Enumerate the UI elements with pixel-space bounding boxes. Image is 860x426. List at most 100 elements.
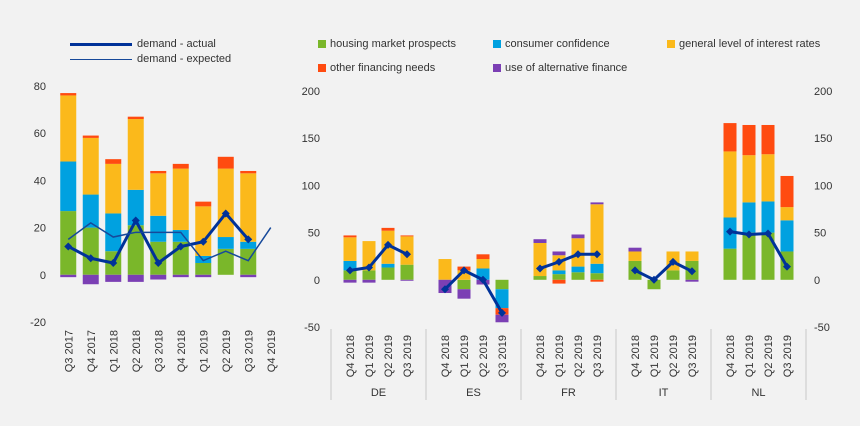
y-tick-label-left: 60 <box>34 128 46 140</box>
legend-other-label: other financing needs <box>330 62 436 74</box>
bar-segment-housing <box>82 227 99 275</box>
legend-demand-actual: demand - actual <box>70 38 216 50</box>
legend-alternative: use of alternative finance <box>493 62 627 74</box>
x-tick-label-right: Q3 2019 <box>402 335 414 377</box>
x-tick-label-right: Q1 2019 <box>554 335 566 377</box>
bar-segment-other <box>240 170 257 174</box>
marker-actual <box>154 259 163 267</box>
marker-actual <box>176 242 185 251</box>
bar-segment-other <box>761 124 775 155</box>
marker-actual <box>384 240 392 249</box>
bar-segment-housing <box>723 248 737 280</box>
y-tick-label-right-axis: 50 <box>814 228 826 240</box>
bar-segment-interest <box>457 270 471 280</box>
bar-segment-interest <box>685 251 699 261</box>
marker-actual <box>574 250 582 259</box>
bar-segment-alternative <box>571 234 585 239</box>
bar-segment-housing <box>742 232 756 280</box>
y-tick-label-right-axis: 0 <box>814 275 820 287</box>
bar-segment-interest <box>60 95 77 162</box>
y-tick-label-left-axis: 200 <box>302 86 320 98</box>
x-tick-label-left: Q3 2018 <box>153 330 165 372</box>
bar-segment-other <box>127 116 144 120</box>
bar-segment-interest <box>217 168 234 238</box>
bar-segment-alternative <box>343 279 357 283</box>
bar-segment-interest <box>780 207 794 221</box>
bar-segment-consumer <box>742 202 756 233</box>
bar-segment-consumer <box>105 213 122 252</box>
y-tick-label-left: 80 <box>34 81 46 93</box>
x-tick-label-right: Q2 2019 <box>763 335 775 377</box>
marker-actual <box>631 266 639 275</box>
marker-actual <box>650 275 658 284</box>
bar-segment-other <box>723 123 737 152</box>
marker-actual <box>479 275 487 284</box>
legend-other-swatch <box>318 64 326 72</box>
bar-segment-consumer <box>217 237 234 249</box>
legend-alternative-swatch <box>493 64 501 72</box>
bar-segment-other <box>780 175 794 208</box>
bar-segment-interest <box>590 204 604 264</box>
bar-segment-housing <box>457 279 471 290</box>
line-expected <box>67 221 272 262</box>
legend-housing-swatch <box>318 40 326 48</box>
bar-segment-interest <box>195 206 212 256</box>
bar-segment-alternative <box>82 274 99 285</box>
bar-segment-housing <box>590 273 604 280</box>
marker-actual <box>783 262 791 271</box>
marker-actual <box>86 254 95 263</box>
x-tick-label-right: Q2 2019 <box>478 335 490 377</box>
bar-segment-consumer <box>780 220 794 252</box>
x-tick-label-right: Q1 2019 <box>459 335 471 377</box>
legend-consumer: consumer confidence <box>493 38 610 50</box>
legend-interest-swatch <box>667 40 675 48</box>
bar-segment-housing <box>533 276 547 280</box>
y-tick-label-right-axis: 100 <box>814 180 832 192</box>
bar-segment-housing <box>647 279 661 290</box>
bar-segment-housing <box>666 270 680 280</box>
group-label: NL <box>751 387 765 399</box>
bar-segment-consumer <box>476 268 490 280</box>
bar-segment-housing <box>571 272 585 280</box>
group-label: DE <box>371 387 386 399</box>
bar-segment-other <box>381 227 395 231</box>
legend-line-actual-swatch <box>70 42 132 46</box>
y-tick-label-right-axis: -50 <box>814 322 830 334</box>
marker-actual <box>745 230 753 239</box>
bar-segment-alternative <box>628 247 642 252</box>
legend-housing-label: housing market prospects <box>330 38 456 50</box>
bar-segment-housing <box>362 270 376 280</box>
marker-actual <box>199 237 208 246</box>
x-tick-label-left: Q4 2019 <box>266 330 278 372</box>
bar-segment-consumer <box>381 263 395 268</box>
bar-segment-consumer <box>172 229 189 242</box>
x-tick-label-left: Q3 2019 <box>243 330 255 372</box>
bar-segment-other <box>590 279 604 282</box>
bar-segment-housing <box>150 241 167 275</box>
legend-consumer-label: consumer confidence <box>505 38 610 50</box>
bar-segment-other <box>172 163 189 169</box>
bar-segment-interest <box>742 155 756 203</box>
marker-actual <box>688 267 696 276</box>
x-tick-label-left: Q2 2019 <box>221 330 233 372</box>
line-actual <box>729 230 789 268</box>
bar-segment-alternative <box>195 274 212 278</box>
y-tick-label-left-axis: -50 <box>304 322 320 334</box>
bar-segment-other <box>552 279 566 284</box>
marker-actual <box>764 229 772 238</box>
bar-segment-interest <box>150 173 167 216</box>
legend-demand-expected-label: demand - expected <box>137 53 232 65</box>
bar-segment-other <box>343 235 357 238</box>
bar-segment-alternative <box>60 274 77 278</box>
bar-segment-housing <box>381 267 395 280</box>
x-tick-label-right: Q2 2019 <box>383 335 395 377</box>
y-tick-label-right-axis: 150 <box>814 133 832 145</box>
legend-housing: housing market prospects <box>318 38 456 50</box>
bar-segment-interest <box>438 259 452 280</box>
marker-actual <box>536 264 544 273</box>
legend-consumer-swatch <box>493 40 501 48</box>
legend-line-expected-swatch <box>70 58 132 60</box>
bar-segment-housing <box>761 232 775 280</box>
bar-segment-consumer <box>127 189 144 226</box>
